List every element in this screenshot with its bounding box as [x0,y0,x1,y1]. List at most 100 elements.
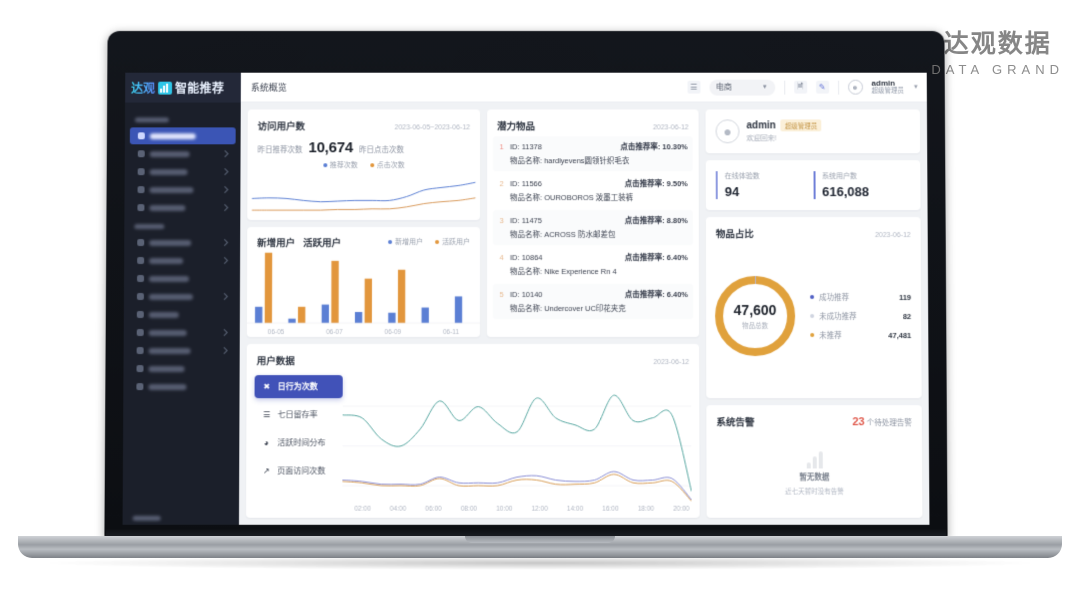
list-item[interactable]: 5 ID: 10140 点击推荐率: 6.40% 物品名称: Undercover U… [492,284,694,320]
legend-item[interactable]: 成功推荐 119 [810,291,911,302]
edit-icon[interactable]: ✎ [815,80,829,94]
sidebar-item[interactable] [129,199,235,216]
card-header: 访问用户数 2023-06-05~2023-06-12 [248,109,480,132]
card-title: 物品占比 [715,229,754,241]
legend-item[interactable]: 新增用户 [388,237,423,247]
user-data-body: ✖ 日行为次数 ☰ 七日留存率 ◕ 活跃时间分布 ↗ 页面访问次数 02:00 04:00 06:… [246,367,700,518]
dashboard-content: 访问用户数 2023-06-05~2023-06-12 昨日推荐次数 10,67… [239,103,929,525]
sidebar-item[interactable] [129,288,235,305]
funnel-icon: ☰ [262,410,271,420]
welcome-user-name: admin [746,119,776,131]
sidebar-item[interactable] [130,181,236,198]
card-date: 2023-06-12 [653,359,690,367]
potential-items-list: 1 ID: 11378 点击推荐率: 10.30% 物品名称: hardlyevens… [487,132,699,325]
sidebar-item[interactable] [129,324,235,341]
laptop-hinge [106,528,946,538]
legend-label: 点击次数 [376,162,405,170]
scene-select[interactable]: 电商 ▼ [708,79,775,96]
menu-icon [137,204,145,212]
sidebar-group-text [134,117,169,123]
alarm-count-number: 23 [852,416,865,429]
sidebar-nav [123,103,241,509]
visit-line-chart [247,170,480,219]
doc-icon[interactable]: 🗎 [793,80,807,94]
card-title: 潜力物品 [497,121,535,133]
menu-icon [136,292,144,301]
empty-subtitle: 近七天暂时没有告警 [785,488,844,496]
sidebar: 达观 智能推荐 [122,72,241,525]
menu-icon [136,347,144,355]
list-icon[interactable]: ☰ [687,80,701,94]
user-menu[interactable]: admin 超级管理员 [871,79,903,96]
sidebar-item[interactable] [129,252,235,269]
list-item[interactable]: 2 ID: 11566 点击推荐率: 9.50% 物品名称: OUROBOROS 泼墨… [493,173,693,208]
axis-tick-label: 06-07 [326,329,343,337]
sidebar-footer-label [132,515,161,521]
alarm-count-suffix: 个待处理告警 [866,418,912,428]
item-rank: 2 [499,179,504,189]
tab-scatter[interactable]: ✖ 日行为次数 [254,375,343,399]
laptop-lid: 达观 智能推荐 系统概览 ☰ [104,31,948,539]
card-title: 用户数据 [256,356,295,368]
tab-funnel[interactable]: ☰ 七日留存率 [254,403,342,426]
topbar: 系统概览 ☰ 电商 ▼ 🗎 ✎ ● [240,72,927,103]
sidebar-item[interactable] [129,342,235,359]
card-date: 2023-06-12 [874,232,911,240]
legend-dot [322,163,327,168]
legend-dot [435,239,440,244]
sidebar-item[interactable] [129,306,235,323]
tab-label: 七日留存率 [277,410,318,420]
sidebar-item[interactable] [129,234,235,251]
sidebar-item-label [149,275,190,282]
left-column: 访问用户数 2023-06-05~2023-06-12 昨日推荐次数 10,67… [246,109,700,518]
item-click-rate: 点击推荐率: 8.80% [624,216,688,226]
welcome-subtitle: 欢迎回来! [746,135,777,143]
axis-tick-label: 20:00 [673,505,690,513]
laptop-base [18,536,1062,558]
legend-item[interactable]: 未推荐 47,481 [810,330,911,341]
menu-icon [137,257,145,265]
axis-tick-label: 04:00 [389,505,407,513]
item-rank: 1 [499,142,504,152]
menu-icon [137,275,145,283]
chevron-right-icon [221,186,229,194]
chevron-right-icon [221,150,229,158]
app-logo[interactable]: 达观 智能推荐 [125,72,241,103]
sidebar-item[interactable] [129,127,236,145]
donut-legend: 成功推荐 119 未成功推荐 82 未推荐 47,481 [798,291,911,340]
item-name: 物品名称: hardlyevens圆领针织毛衣 [510,156,630,166]
list-item[interactable]: 3 ID: 11475 点击推荐率: 8.80% 物品名称: ACROSS 防水邮差包 [493,210,693,246]
topbar-actions: ☰ 电商 ▼ 🗎 ✎ ● admin [687,79,919,96]
menu-icon [136,365,144,373]
list-item[interactable]: 1 ID: 11378 点击推荐率: 10.30% 物品名称: hardlyevens… [493,136,693,172]
sidebar-item[interactable] [130,145,236,162]
sidebar-item[interactable] [130,163,236,180]
tab-clock[interactable]: ◕ 活跃时间分布 [254,431,342,454]
sidebar-item[interactable] [128,360,234,377]
users-bar-x-axis: 06-05 06-07 06-09 06-11 [247,329,480,336]
card-title-new-users: 新增用户 [257,237,296,249]
item-id: ID: 10140 [509,289,543,300]
user-role: 超级管理员 [871,87,904,95]
sidebar-item[interactable] [128,378,234,395]
legend-item[interactable]: 未成功推荐 82 [810,311,911,322]
legend-item[interactable]: 活跃用户 [435,237,470,247]
list-item[interactable]: 4 ID: 10864 点击推荐率: 6.40% 物品名称: Nike Experie… [493,247,693,282]
stat-label: 系统用户数 [822,173,857,181]
item-rank: 5 [499,289,504,300]
sidebar-item-label [148,347,191,354]
app-root: 达观 智能推荐 系统概览 ☰ [122,72,930,525]
main-area: 系统概览 ☰ 电商 ▼ 🗎 ✎ ● [239,72,929,525]
item-name: 物品名称: OUROBOROS 泼墨工装裤 [510,193,634,203]
user-avatar-icon[interactable]: ● [847,79,863,95]
legend-item[interactable]: 推荐次数 [322,160,358,170]
chevron-down-icon[interactable]: ▼ [912,84,919,91]
tab-pulse[interactable]: ↗ 页面访问次数 [254,459,342,482]
sidebar-item[interactable] [129,270,235,287]
axis-tick-label: 12:00 [531,505,548,513]
item-id: ID: 11378 [510,142,542,152]
legend-item[interactable]: 点击次数 [369,160,405,170]
legend-label: 成功推荐 [819,292,850,302]
card-header: 用户数据 2023-06-12 [247,344,700,367]
role-badge: 超级管理员 [780,119,822,132]
